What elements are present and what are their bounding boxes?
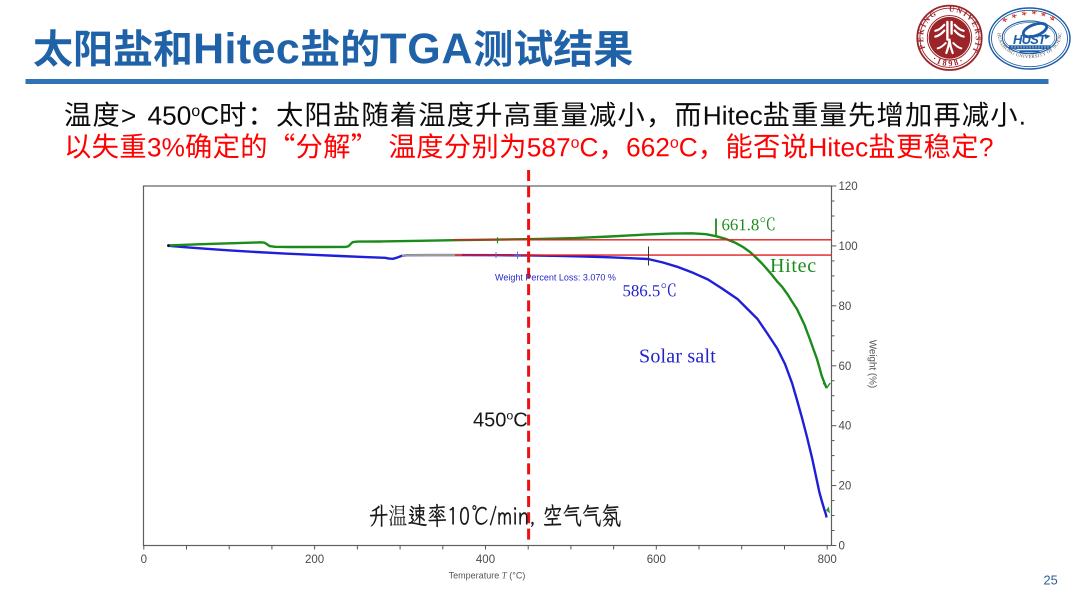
svg-text:80: 80 [839,301,852,313]
svg-text:Hitec: Hitec [770,255,817,277]
svg-text:200: 200 [305,554,324,566]
svg-text:100: 100 [839,241,858,253]
svg-text:800: 800 [818,554,837,566]
svg-text:Temperature T (°C): Temperature T (°C) [449,571,526,581]
svg-text:Weight Percent Loss: 3.070 %: Weight Percent Loss: 3.070 % [495,273,616,283]
svg-text:450oC: 450oC [473,409,528,432]
svg-text:120: 120 [839,181,858,193]
svg-text:25: 25 [1044,573,1058,588]
svg-text:Weight (%): Weight (%) [867,340,878,388]
svg-text:600: 600 [647,554,666,566]
svg-text:60: 60 [839,361,852,373]
svg-text:Solar salt: Solar salt [639,346,716,368]
svg-text:40: 40 [839,421,852,433]
svg-text:HUST: HUST [1013,32,1047,47]
svg-text:20: 20 [839,481,852,493]
svg-text:0: 0 [141,554,147,566]
svg-text:0: 0 [839,541,845,553]
svg-text:400: 400 [476,554,495,566]
